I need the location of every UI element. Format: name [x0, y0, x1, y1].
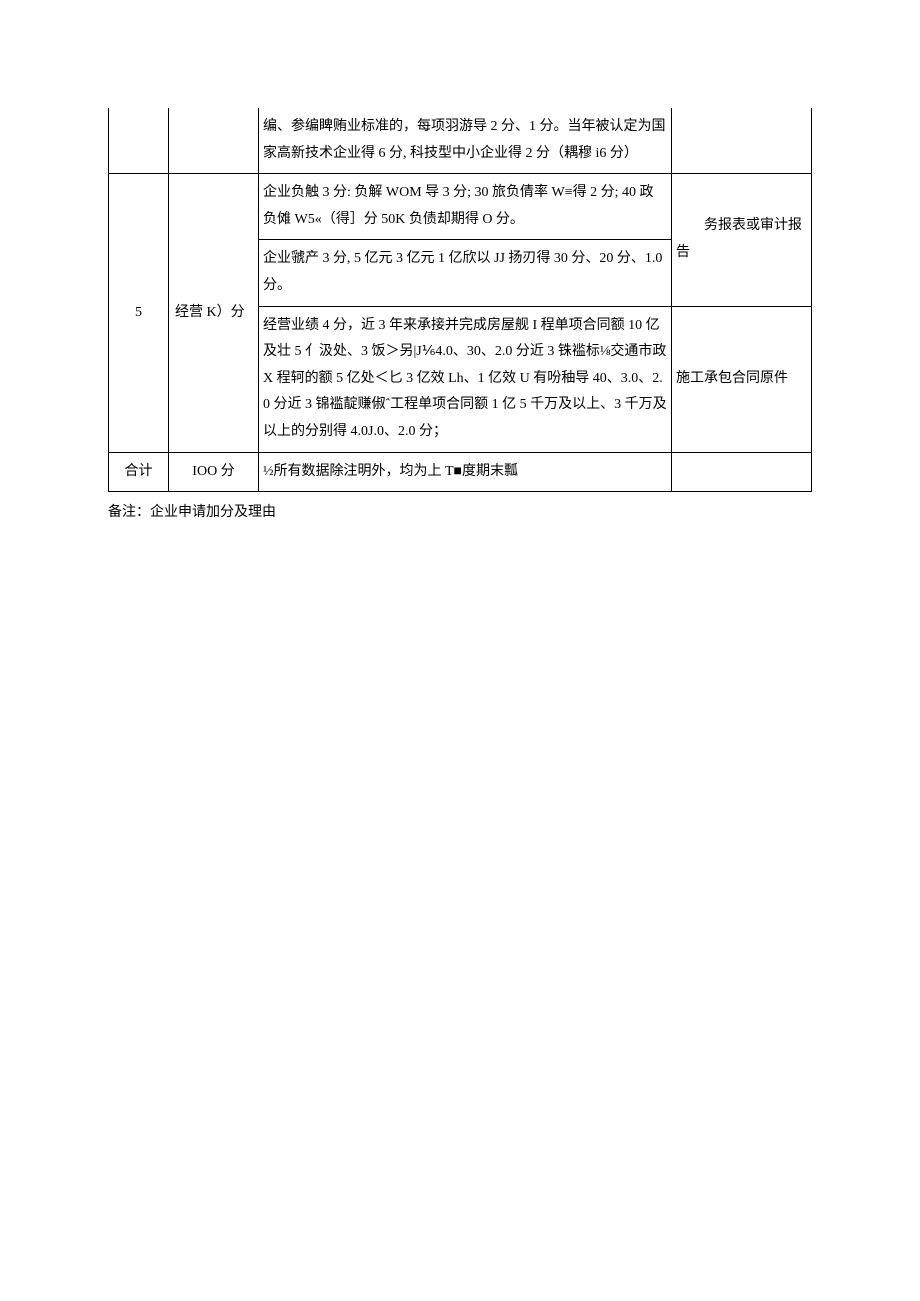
table-row: 合计 IOO 分 ½所有数据除注明外，均为上 T■度期末瓢: [109, 452, 812, 492]
remark-cell: 施工承包合同原件: [672, 306, 812, 452]
remark-cell: 务报表或审计报告: [672, 174, 812, 306]
desc-cell: 企业负触 3 分: 负解 WOM 导 3 分; 30 旅负倩率 W≡得 2 分;…: [259, 174, 672, 240]
seq-cell: 合计: [109, 452, 169, 492]
score-cell: IOO 分: [169, 452, 259, 492]
category-cell: 经营 K）分: [169, 174, 259, 452]
footnote-text: 备注：企业申请加分及理由: [108, 492, 812, 525]
desc-cell: 编、参编睥贿业标准的，每项羽游导 2 分、1 分。当年被认定为国家高新技术企业得…: [259, 108, 672, 174]
table-row: 编、参编睥贿业标准的，每项羽游导 2 分、1 分。当年被认定为国家高新技术企业得…: [109, 108, 812, 174]
desc-cell: 经营业绩 4 分，近 3 年来承接并完成房屋舰 I 程单项合同额 10 亿及壮 …: [259, 306, 672, 452]
seq-cell: 5: [109, 174, 169, 452]
seq-cell: [109, 108, 169, 174]
remark-cell: [672, 108, 812, 174]
evaluation-table: 编、参编睥贿业标准的，每项羽游导 2 分、1 分。当年被认定为国家高新技术企业得…: [108, 108, 812, 492]
desc-cell: ½所有数据除注明外，均为上 T■度期末瓢: [259, 452, 672, 492]
table-row: 5 经营 K）分 企业负触 3 分: 负解 WOM 导 3 分; 30 旅负倩率…: [109, 174, 812, 240]
remark-cell: [672, 452, 812, 492]
desc-cell: 企业虢产 3 分, 5 亿元 3 亿元 1 亿欣以 JJ 扬刃得 30 分、20…: [259, 240, 672, 306]
category-cell: [169, 108, 259, 174]
